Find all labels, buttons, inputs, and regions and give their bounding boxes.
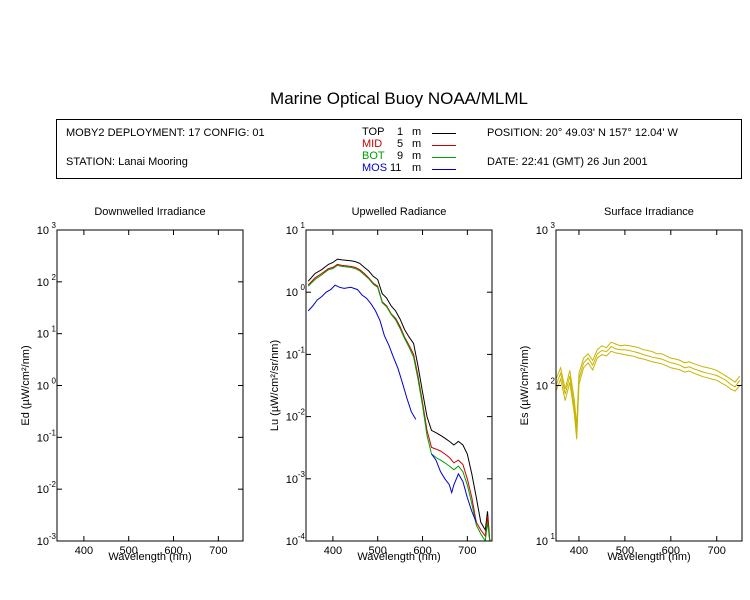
- y-tick-exponent: 2: [52, 273, 57, 282]
- plot-frame: [56, 229, 244, 542]
- y-tick-label: 10: [286, 536, 298, 548]
- legend-item-top: TOP 1 m: [362, 126, 472, 138]
- series-line-surface: [556, 341, 741, 426]
- y-tick-label: 10: [286, 474, 298, 486]
- x-tick-label: 500: [120, 545, 138, 557]
- station-text: STATION: Lanai Mooring: [66, 156, 188, 168]
- y-tick-exponent: 2: [551, 377, 556, 386]
- y-tick-exponent: -1: [49, 428, 57, 437]
- y-tick-exponent: -4: [298, 532, 306, 541]
- y-tick-exponent: 1: [301, 221, 306, 230]
- y-tick-label: 10: [37, 381, 49, 393]
- y-axis-label: Ed (µW/cm²/nm): [20, 345, 32, 425]
- legend-name: MOS: [362, 162, 388, 174]
- panel-2: Upwelled Radiance 400 500 600 700 Wavelength …: [269, 206, 493, 563]
- series-line-mos: [307, 284, 417, 420]
- x-tick-label: 700: [708, 545, 726, 557]
- chart-title: Marine Optical Buoy NOAA/MLML: [270, 89, 528, 108]
- y-tick-label: 10: [37, 484, 49, 496]
- series-line-bot: [307, 264, 491, 541]
- y-tick-exponent: -3: [49, 532, 57, 541]
- y-tick-exponent: 3: [52, 221, 57, 230]
- info-panel: MOBY2 DEPLOYMENT: 17 CONFIG: 01 STATION:…: [56, 119, 742, 179]
- x-axis-label: Wavelength (nm): [357, 551, 440, 563]
- series-line-top: [307, 258, 491, 541]
- series-line-mos: [431, 453, 477, 523]
- plot-frame: [305, 229, 493, 542]
- y-tick-label: 10: [536, 381, 548, 393]
- date-text: DATE: 22:41 (GMT) 26 Jun 2001: [487, 156, 648, 168]
- x-tick-label: 700: [458, 545, 476, 557]
- legend-unit: m: [412, 138, 422, 150]
- x-tick-label: 700: [209, 545, 227, 557]
- position-text: POSITION: 20° 49.03' N 157° 12.04' W: [487, 127, 678, 139]
- legend-unit: m: [412, 126, 422, 138]
- y-tick-exponent: 1: [551, 532, 556, 541]
- y-tick-label: 10: [286, 225, 298, 237]
- series-line-mid: [307, 263, 491, 541]
- legend-name: TOP: [362, 126, 385, 138]
- y-tick-label: 10: [286, 287, 298, 299]
- x-tick-label: 400: [75, 545, 93, 557]
- panel-3: Surface Irradiance 400 500 600 700 Wavelength…: [519, 206, 743, 563]
- y-tick-label: 10: [536, 225, 548, 237]
- y-tick-exponent: 0: [52, 377, 57, 386]
- panel-title: Downwelled Irradiance: [94, 206, 205, 218]
- y-tick-label: 10: [37, 329, 49, 341]
- y-tick-label: 10: [37, 277, 49, 289]
- y-tick-label: 10: [286, 349, 298, 361]
- y-tick-exponent: 3: [551, 221, 556, 230]
- y-axis-label: Lu (µW/cm²/sr/nm): [269, 340, 281, 431]
- y-tick-label: 10: [37, 536, 49, 548]
- y-axis-label: Es (µW/cm²/nm): [519, 346, 531, 426]
- legend-name: MID: [362, 138, 383, 150]
- panel-1: Downwelled Irradiance 400 500 600 700 Wavelen…: [20, 206, 244, 563]
- x-tick-label: 500: [616, 545, 634, 557]
- y-tick-exponent: 1: [52, 325, 57, 334]
- x-tick-label: 600: [413, 545, 431, 557]
- series-line-surface: [556, 350, 741, 440]
- x-tick-label: 400: [324, 545, 342, 557]
- legend-line: [432, 133, 456, 134]
- y-tick-label: 10: [536, 536, 548, 548]
- legend-depth: 9: [397, 150, 404, 162]
- legend-line: [432, 157, 456, 158]
- legend-depth: 1: [397, 126, 404, 138]
- y-tick-exponent: -1: [298, 345, 306, 354]
- panel-title: Upwelled Radiance: [352, 206, 447, 218]
- y-tick-exponent: 0: [301, 283, 306, 292]
- legend-unit: m: [412, 150, 422, 162]
- y-tick-exponent: -2: [298, 408, 306, 417]
- legend-line: [432, 145, 456, 146]
- legend-item-bot: BOT 9 m: [362, 150, 472, 162]
- legend: TOP 1 m MID 5 m BOT 9 m MOS 11 m: [362, 126, 472, 176]
- legend-name: BOT: [362, 150, 385, 162]
- x-tick-label: 400: [570, 545, 588, 557]
- legend-item-mos: MOS 11 m: [362, 162, 472, 174]
- legend-depth: 11: [390, 162, 402, 174]
- y-tick-label: 10: [286, 412, 298, 424]
- panel-title: Surface Irradiance: [604, 206, 694, 218]
- plot-frame: [555, 229, 743, 542]
- x-axis-label: Wavelength (nm): [607, 551, 690, 563]
- series-line-surface: [556, 345, 741, 433]
- y-tick-label: 10: [37, 432, 49, 444]
- x-tick-label: 600: [662, 545, 680, 557]
- x-tick-label: 600: [164, 545, 182, 557]
- deployment-text: MOBY2 DEPLOYMENT: 17 CONFIG: 01: [66, 127, 265, 139]
- x-axis-label: Wavelength (nm): [108, 551, 191, 563]
- legend-unit: m: [412, 162, 422, 174]
- y-tick-exponent: -3: [298, 470, 306, 479]
- legend-line: [432, 169, 456, 170]
- legend-item-mid: MID 5 m: [362, 138, 472, 150]
- y-tick-exponent: -2: [49, 480, 57, 489]
- x-tick-label: 500: [369, 545, 387, 557]
- legend-depth: 5: [397, 138, 404, 150]
- y-tick-label: 10: [37, 225, 49, 237]
